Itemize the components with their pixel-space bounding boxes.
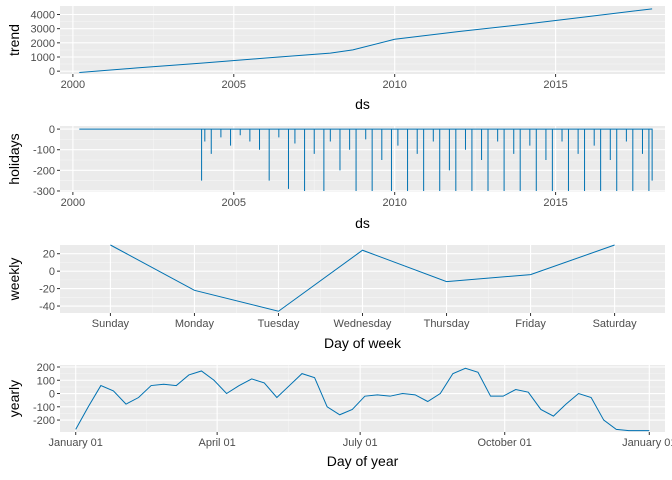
x-tick-label: Sunday	[92, 318, 130, 330]
x-tick-label: Monday	[175, 318, 215, 330]
y-tick-label: -20	[39, 284, 55, 296]
panel-yearly: January 01 April 01 July 01 October 01 Janua…	[6, 362, 672, 469]
x-tick-label: Saturday	[593, 318, 638, 330]
y-axis-title: yearly	[6, 380, 22, 417]
x-axis-title: ds	[355, 96, 370, 112]
x-tick-label: July 01	[343, 437, 378, 449]
x-tick-label: 2005	[222, 197, 246, 209]
x-tick-label: 2005	[222, 79, 246, 91]
x-tick-label: Friday	[515, 318, 546, 330]
x-tick-label: 2015	[543, 197, 567, 209]
y-tick-label: -200	[33, 415, 55, 427]
y-axis-title: weekly	[6, 258, 22, 302]
x-axis-title: Day of week	[324, 335, 402, 351]
x-tick-label: April 01	[198, 437, 235, 449]
y-tick-label: -200	[33, 165, 55, 177]
y-tick-label: -100	[33, 145, 55, 157]
x-tick-label: October 01	[478, 437, 532, 449]
x-tick-label: Wednesday	[334, 318, 392, 330]
panel-background	[60, 126, 665, 192]
y-tick-label: -40	[39, 301, 55, 313]
y-tick-label: 100	[37, 375, 55, 387]
panel-weekly: Sunday Monday Tuesday Wednesday Thursday Frid…	[6, 244, 665, 351]
y-tick-label: 0	[49, 66, 55, 78]
yearly-series-line	[75, 367, 650, 432]
holidays-series-line	[79, 128, 653, 191]
x-axis-title: Day of year	[327, 453, 399, 469]
x-tick-label: January 01	[622, 437, 672, 449]
x-tick-label: 2015	[543, 79, 567, 91]
panel-trend: 2000 2005 2010 2015 0 1000 2000 3000 4000 ds trend	[6, 6, 665, 112]
y-tick-label: 20	[43, 249, 55, 261]
weekly-series-line	[110, 244, 615, 312]
trend-series-line	[79, 8, 653, 73]
x-tick-label: 2010	[382, 79, 406, 91]
y-tick-label: -100	[33, 402, 55, 414]
x-tick-label: 2000	[61, 197, 85, 209]
panel-holidays: 2000 2005 2010 2015 0 -100 -200 -300 ds holidays	[6, 124, 665, 231]
x-tick-label: Thursday	[424, 318, 470, 330]
x-tick-label: Tuesday	[258, 318, 300, 330]
y-axis-title: trend	[6, 24, 22, 56]
y-tick-label: 2000	[31, 38, 55, 50]
y-tick-label: 0	[49, 389, 55, 401]
x-tick-label: 2010	[382, 197, 406, 209]
y-tick-label: 0	[49, 124, 55, 136]
x-axis-title: ds	[355, 215, 370, 231]
y-tick-label: 1000	[31, 52, 55, 64]
y-tick-label: 3000	[31, 24, 55, 36]
x-tick-label: 2000	[61, 79, 85, 91]
y-axis-title: holidays	[6, 133, 22, 184]
y-tick-label: 0	[49, 266, 55, 278]
y-tick-label: 4000	[31, 10, 55, 22]
y-tick-label: 200	[37, 362, 55, 374]
x-tick-label: January 01	[48, 437, 102, 449]
panel-background	[60, 6, 665, 74]
y-tick-label: -300	[33, 186, 55, 198]
